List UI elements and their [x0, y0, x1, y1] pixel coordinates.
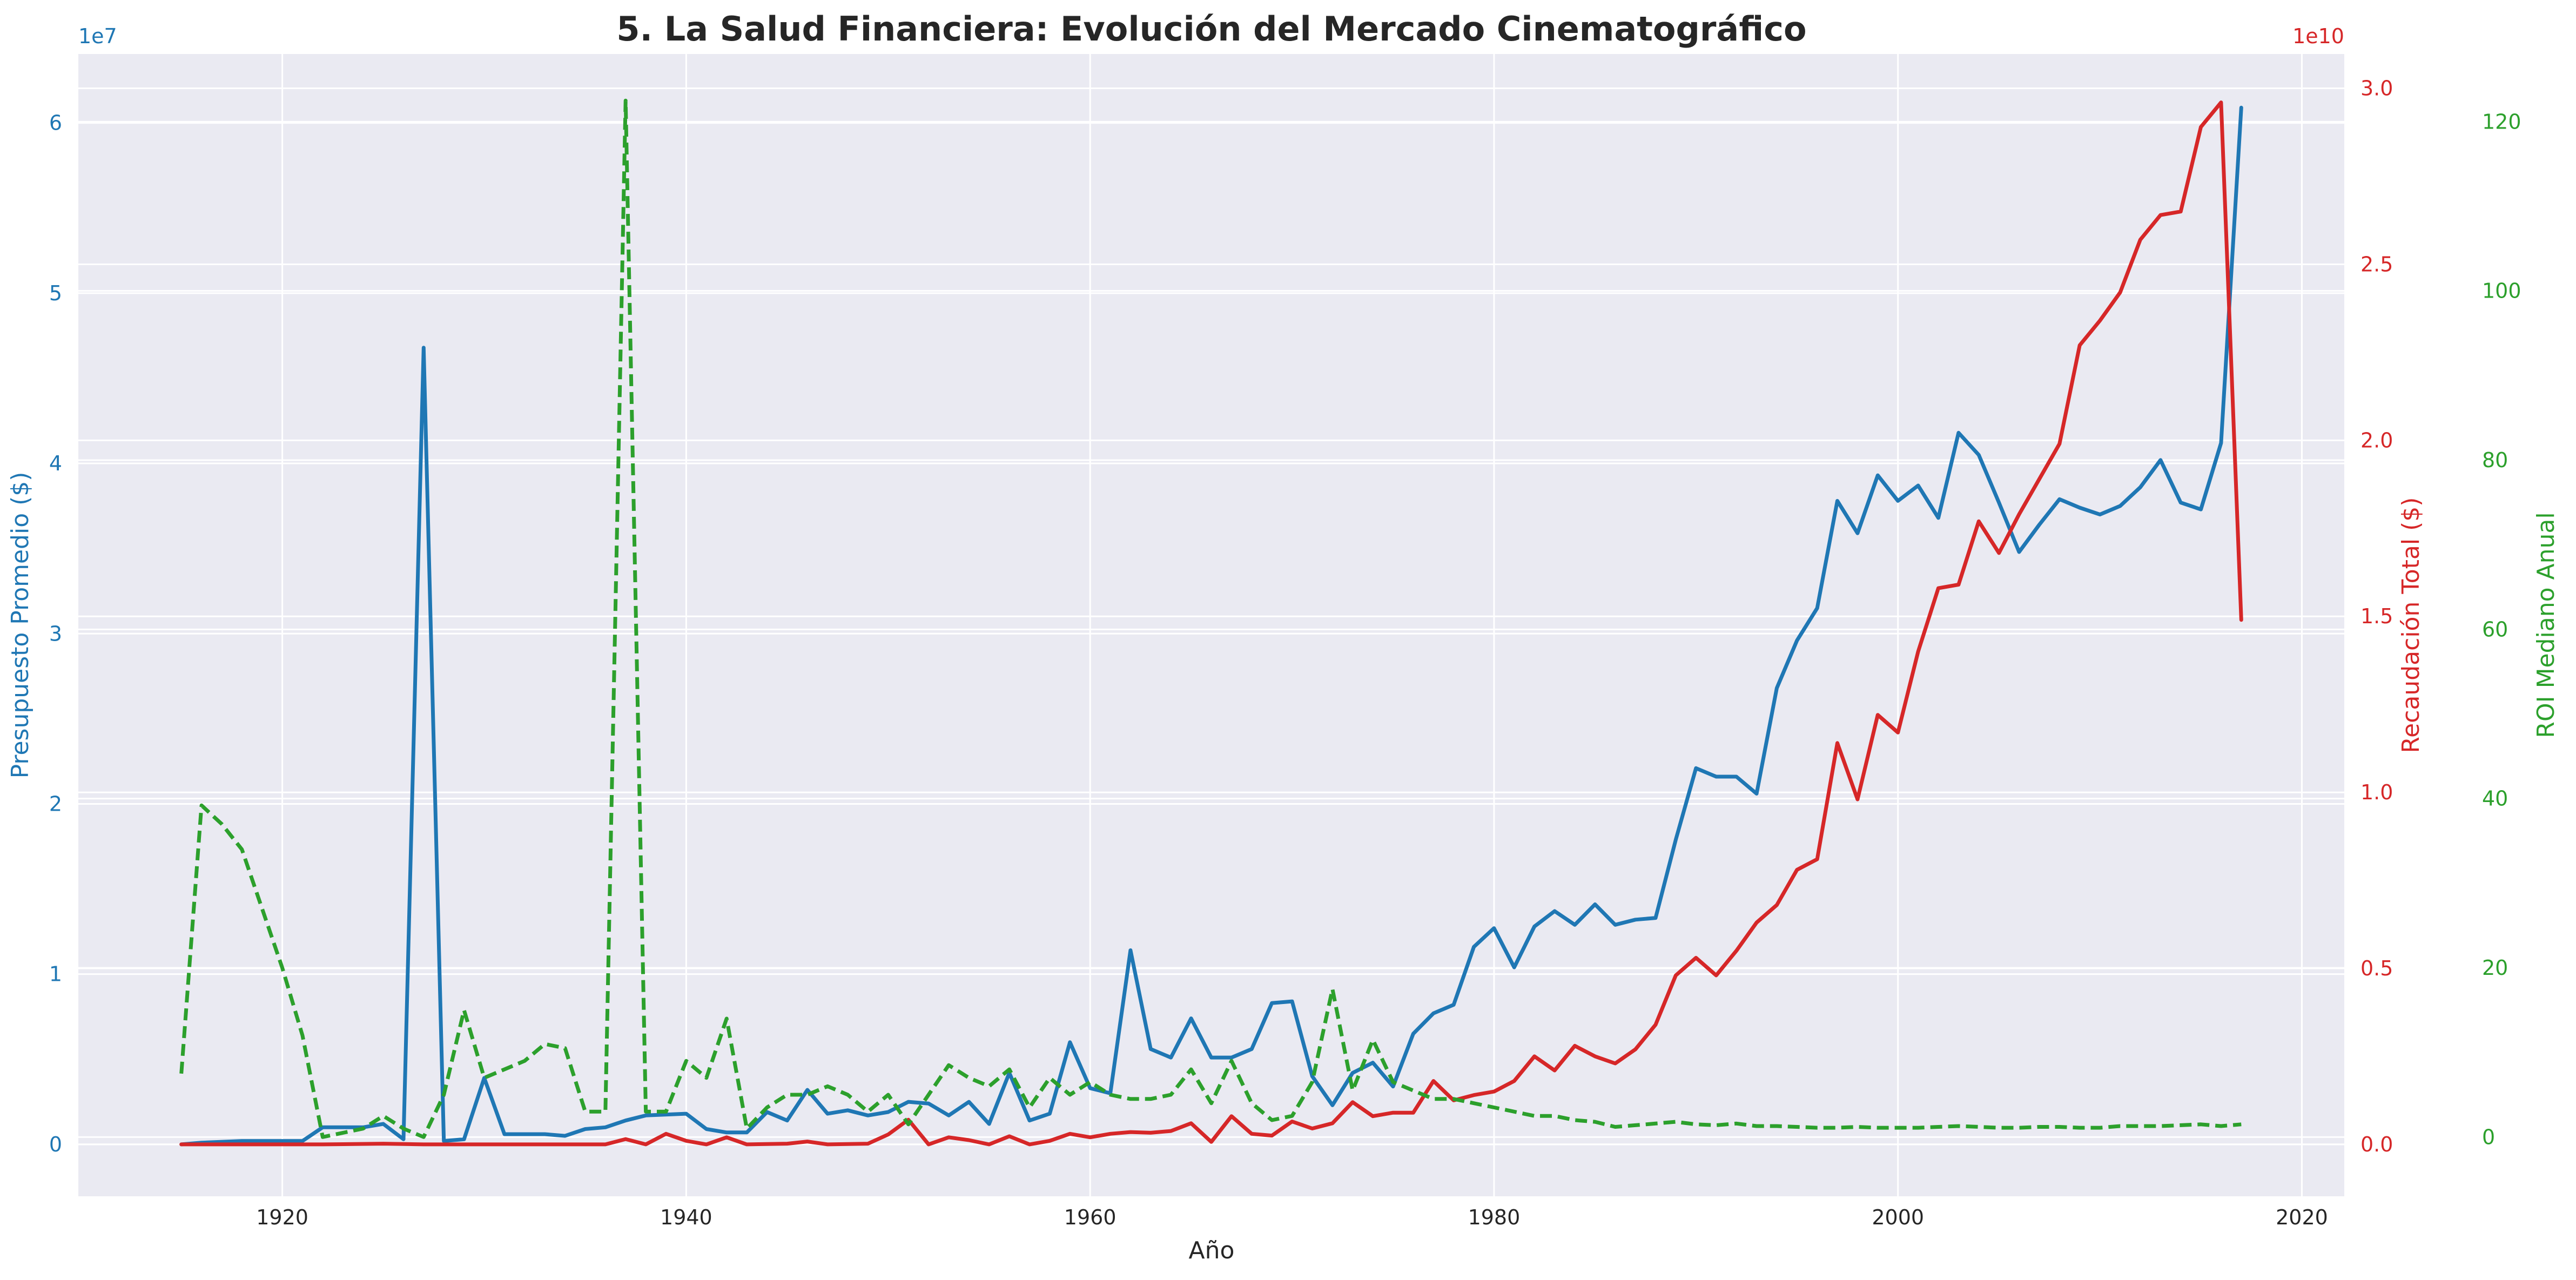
series-layer: [179, 98, 2243, 1147]
gross-tick-label: 2.0: [2360, 428, 2393, 452]
x-tick-label: 1940: [660, 1205, 712, 1229]
gross-tick-label: 1.5: [2360, 604, 2393, 628]
x-axis-label: Año: [1189, 1237, 1235, 1264]
roi-tick-label: 0: [2482, 1125, 2495, 1149]
gross-tick-label: 1.0: [2360, 780, 2393, 804]
gross-tick-label: 0.5: [2360, 956, 2393, 980]
budget-tick-label: 3: [49, 622, 62, 645]
roi-tick-label: 60: [2482, 617, 2508, 641]
budget-axis-label: Presupuesto Promedio ($): [6, 472, 34, 779]
roi-tick-label: 100: [2482, 279, 2521, 303]
budget-tick-label: 5: [49, 281, 62, 305]
series-line-roi: [179, 98, 2242, 1139]
roi-tick-label: 120: [2482, 110, 2521, 133]
budget-tick-label: 0: [49, 1133, 62, 1156]
x-tick-label: 2020: [2276, 1205, 2328, 1229]
budget-tick-label: 1: [49, 962, 62, 986]
gross-tick-label: 0.0: [2360, 1133, 2393, 1156]
budget-tick-label: 6: [49, 111, 62, 135]
roi-tick-label: 40: [2482, 787, 2508, 811]
axes-layer: 1920 1940 1960 1980 2000 2020 0 1 2 3 4 5 6 1e7 Presup…: [6, 24, 2560, 1229]
gross-tick-label: 3.0: [2360, 77, 2393, 100]
x-tick-label: 2000: [1872, 1205, 1924, 1229]
roi-tick-label: 20: [2482, 956, 2508, 980]
budget-tick-label: 2: [49, 792, 62, 816]
budget-tick-label: 4: [49, 452, 62, 475]
x-tick-label: 1960: [1064, 1205, 1117, 1229]
roi-axis-label: ROI Mediano Anual: [2532, 512, 2560, 738]
gross-exponent-label: 1e10: [2292, 24, 2344, 48]
gross-axis-label: Recaudación Total ($): [2397, 497, 2425, 753]
roi-tick-label: 80: [2482, 448, 2508, 472]
x-tick-label: 1980: [1468, 1205, 1521, 1229]
x-tick-label: 1920: [256, 1205, 308, 1229]
gross-tick-label: 2.5: [2360, 252, 2393, 276]
series-line-budget: [179, 105, 2243, 1147]
grid: [78, 54, 2344, 1196]
plot-area: [78, 54, 2344, 1196]
series-line-gross: [179, 100, 2243, 1147]
chart-title: 5. La Salud Financiera: Evolución del Me…: [616, 9, 1806, 49]
budget-exponent-label: 1e7: [78, 24, 117, 48]
